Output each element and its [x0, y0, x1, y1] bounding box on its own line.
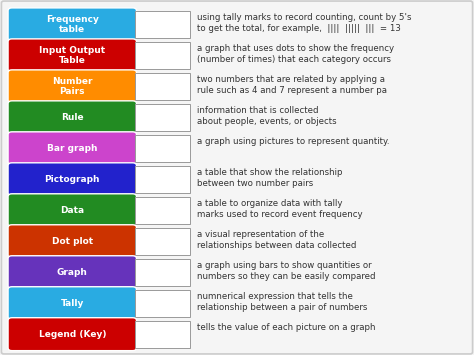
- Text: tells the value of each picture on a graph: tells the value of each picture on a gra…: [197, 323, 375, 332]
- Text: numnerical expression that tells the
relationship between a pair of numbers: numnerical expression that tells the rel…: [197, 292, 367, 312]
- FancyBboxPatch shape: [135, 73, 190, 100]
- FancyBboxPatch shape: [8, 8, 137, 41]
- Text: Dot plot: Dot plot: [52, 237, 93, 246]
- Text: a graph using bars to show quantities or
numbers so they can be easily compared: a graph using bars to show quantities or…: [197, 261, 375, 281]
- Text: Rule: Rule: [61, 113, 83, 122]
- FancyBboxPatch shape: [135, 104, 190, 131]
- FancyBboxPatch shape: [135, 197, 190, 224]
- Text: two numbers that are related by applying a
rule such as 4 and 7 represent a numb: two numbers that are related by applying…: [197, 75, 387, 95]
- FancyBboxPatch shape: [8, 256, 137, 289]
- Text: information that is collected
about people, events, or objects: information that is collected about peop…: [197, 106, 337, 126]
- FancyBboxPatch shape: [135, 290, 190, 317]
- Text: Input Output
Table: Input Output Table: [39, 46, 105, 65]
- FancyBboxPatch shape: [8, 39, 137, 72]
- FancyBboxPatch shape: [8, 70, 137, 103]
- FancyBboxPatch shape: [135, 11, 190, 38]
- FancyBboxPatch shape: [135, 321, 190, 348]
- FancyBboxPatch shape: [135, 166, 190, 193]
- FancyBboxPatch shape: [8, 163, 137, 196]
- Text: Frequency
table: Frequency table: [46, 15, 99, 34]
- FancyBboxPatch shape: [135, 42, 190, 69]
- FancyBboxPatch shape: [8, 101, 137, 134]
- Text: a table that show the relationship
between two number pairs: a table that show the relationship betwe…: [197, 168, 342, 188]
- FancyBboxPatch shape: [8, 225, 137, 258]
- Text: Data: Data: [60, 206, 84, 215]
- FancyBboxPatch shape: [8, 287, 137, 320]
- Text: a graph that uses dots to show the frequency
(number of times) that each categor: a graph that uses dots to show the frequ…: [197, 44, 394, 64]
- FancyBboxPatch shape: [135, 135, 190, 162]
- FancyBboxPatch shape: [135, 258, 190, 286]
- FancyBboxPatch shape: [8, 194, 137, 227]
- Text: Bar graph: Bar graph: [47, 144, 98, 153]
- Text: a visual representation of the
relationships between data collected: a visual representation of the relations…: [197, 230, 356, 250]
- Text: Graph: Graph: [57, 268, 88, 277]
- Text: a table to organize data with tally
marks used to record event frequency: a table to organize data with tally mark…: [197, 199, 362, 219]
- Text: using tally marks to record counting, count by 5's
to get the total, for example: using tally marks to record counting, co…: [197, 13, 411, 33]
- Text: a graph using pictures to represent quantity.: a graph using pictures to represent quan…: [197, 137, 389, 146]
- FancyBboxPatch shape: [8, 132, 137, 165]
- FancyBboxPatch shape: [135, 228, 190, 255]
- Text: Pictograph: Pictograph: [45, 175, 100, 184]
- FancyBboxPatch shape: [8, 318, 137, 351]
- Text: Number
Pairs: Number Pairs: [52, 77, 92, 96]
- Text: Tally: Tally: [61, 299, 84, 308]
- Text: Legend (Key): Legend (Key): [38, 330, 106, 339]
